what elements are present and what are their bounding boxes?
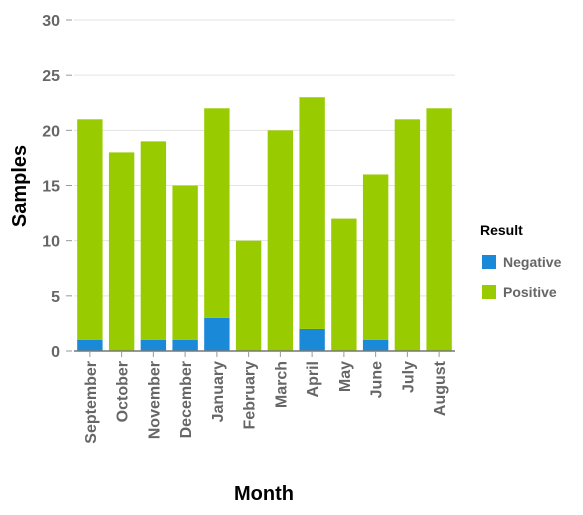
y-tick-labels: 0 5 10 15 20 25 30 xyxy=(42,13,72,361)
x-axis-title: Month xyxy=(234,483,294,505)
bar-segment-negative xyxy=(362,339,389,351)
legend-swatch-positive xyxy=(482,285,496,299)
bars xyxy=(77,97,452,352)
y-axis-title: Samples xyxy=(9,145,31,227)
y-tick-label: 5 xyxy=(51,289,60,306)
legend: Result Negative Positive xyxy=(480,222,562,300)
bar-segment-negative xyxy=(204,317,230,351)
x-tick-label: October xyxy=(115,361,132,422)
y-tick-label: 0 xyxy=(51,344,60,361)
x-tick-label: July xyxy=(400,361,417,393)
bar-segment-positive xyxy=(77,119,103,340)
bar-segment-positive xyxy=(394,119,421,351)
y-tick-label: 25 xyxy=(42,68,60,85)
x-tick-label: February xyxy=(242,361,259,430)
bar-segment-positive xyxy=(267,130,294,351)
x-tick-labels: September October November December January F… xyxy=(83,351,449,444)
legend-items: Negative Positive xyxy=(482,254,562,300)
bar-segment-positive xyxy=(235,240,262,351)
x-tick-label: April xyxy=(305,361,322,397)
gridlines xyxy=(74,19,455,297)
legend-title: Result xyxy=(480,222,523,238)
x-tick-label: November xyxy=(146,361,163,439)
x-tick-label: June xyxy=(369,361,386,398)
y-tick-label: 20 xyxy=(42,123,60,140)
bar-segment-positive xyxy=(299,97,325,329)
bar-segment-positive xyxy=(108,152,135,351)
x-tick-label: May xyxy=(337,361,354,392)
bar-segment-negative xyxy=(77,339,103,351)
y-tick-label: 30 xyxy=(42,13,60,30)
bar-segment-positive xyxy=(331,218,357,351)
bar-segment-positive xyxy=(362,174,389,340)
legend-label: Negative xyxy=(503,254,562,270)
bar-segment-positive xyxy=(426,108,452,352)
bar-segment-positive xyxy=(172,185,198,340)
legend-swatch-negative xyxy=(482,255,496,269)
bar-segment-positive xyxy=(204,108,230,318)
x-tick-label: September xyxy=(83,361,100,444)
bar-segment-negative xyxy=(299,328,325,351)
x-tick-label: March xyxy=(273,361,290,408)
y-tick-label: 10 xyxy=(42,234,60,251)
legend-label: Positive xyxy=(503,284,557,300)
x-tick-label: January xyxy=(210,361,227,422)
x-tick-label: December xyxy=(178,361,195,438)
y-tick-label: 15 xyxy=(42,179,60,196)
bar-segment-negative xyxy=(140,339,167,351)
x-tick-label: August xyxy=(432,360,449,416)
bar-segment-positive xyxy=(140,141,167,340)
bar-segment-negative xyxy=(172,339,198,351)
